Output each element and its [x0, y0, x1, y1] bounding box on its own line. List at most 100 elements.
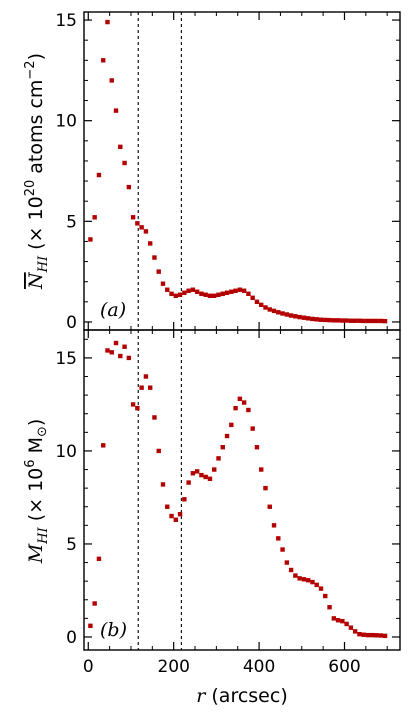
data-point	[327, 317, 332, 323]
data-point	[310, 579, 315, 585]
data-point	[165, 287, 170, 292]
y-axis-label-b-close: )	[25, 419, 47, 426]
data-point	[156, 269, 161, 274]
data-point	[370, 632, 375, 638]
data-point	[237, 287, 243, 292]
data-point	[105, 348, 110, 353]
data-point	[382, 633, 388, 639]
data-point	[105, 19, 110, 25]
data-point	[250, 295, 255, 300]
data-point	[284, 560, 290, 565]
data-point	[361, 318, 366, 324]
data-point	[92, 215, 97, 220]
panel-label-b: (b)	[100, 619, 127, 641]
data-point	[276, 310, 281, 315]
data-point	[340, 618, 345, 624]
data-point	[109, 78, 114, 83]
data-point	[147, 385, 153, 390]
data-point	[301, 315, 307, 320]
data-point	[118, 353, 123, 359]
data-point	[297, 576, 302, 581]
data-point	[101, 443, 106, 448]
data-point	[352, 318, 358, 323]
plot-frame-a	[83, 11, 401, 331]
data-point	[143, 374, 149, 379]
data-point	[190, 287, 196, 292]
data-point	[203, 292, 208, 297]
data-point	[101, 58, 106, 63]
reference-lines-b	[137, 330, 182, 650]
y-axis-label-b-subscript: HI	[36, 526, 51, 544]
data-point	[314, 582, 319, 588]
data-point	[276, 536, 281, 541]
data-point	[177, 292, 183, 297]
data-point	[284, 312, 290, 317]
data-point	[229, 289, 234, 294]
data-point	[212, 467, 217, 472]
data-point	[365, 318, 371, 324]
data-point	[241, 288, 247, 293]
y-axis-label-a-close: )	[25, 53, 47, 60]
data-point	[254, 445, 260, 450]
data-point	[310, 316, 315, 322]
data-point	[96, 556, 102, 562]
data-point	[177, 511, 183, 517]
data-point	[186, 480, 191, 485]
y-axis-label-b: MHI (× 106 M⊙)	[23, 419, 51, 565]
data-point	[280, 547, 285, 552]
data-point	[254, 299, 260, 305]
data-point	[96, 172, 102, 178]
data-point	[182, 497, 187, 502]
data-point	[109, 350, 114, 355]
data-point	[199, 472, 204, 478]
ticks-b: 0 5 10 15 0 200 400 600	[55, 330, 400, 677]
data-point	[224, 433, 230, 439]
data-point	[169, 291, 174, 296]
data-point	[323, 593, 328, 599]
y-axis-label-b-units-suffix: M	[25, 437, 47, 459]
data-point	[220, 291, 225, 296]
data-point	[122, 344, 127, 349]
data-point	[182, 290, 187, 295]
data-point	[207, 293, 213, 298]
data-point	[323, 317, 328, 323]
data-point	[113, 340, 119, 346]
x-tick-label: 200	[157, 657, 189, 677]
data-point	[165, 504, 170, 509]
data-point	[130, 215, 136, 220]
data-point	[173, 293, 179, 298]
data-point	[126, 184, 132, 190]
data-point	[314, 317, 319, 322]
data-point	[216, 456, 221, 461]
ticks-a: 0 5 10 15	[55, 11, 400, 333]
data-point	[331, 318, 337, 323]
data-point	[280, 311, 285, 316]
data-point	[293, 573, 298, 578]
y-axis-label-a-units-prefix: (× 10	[25, 196, 47, 256]
data-point	[348, 318, 354, 323]
data-point	[374, 318, 379, 324]
data-point	[92, 601, 97, 606]
data-point	[135, 405, 140, 411]
y-axis-label-a-units-suffix: atoms cm	[25, 80, 47, 180]
data-point	[250, 426, 255, 431]
data-point	[297, 314, 302, 320]
data-point	[173, 517, 179, 522]
data-point	[267, 504, 272, 509]
data-point	[207, 476, 213, 482]
x-axis-label: r (arcsec)	[196, 685, 287, 707]
data-point	[233, 288, 238, 293]
data-points-a	[88, 19, 388, 324]
data-point	[246, 291, 251, 296]
x-tick-label: 400	[243, 657, 275, 677]
y-tick-label: 0	[66, 628, 77, 648]
data-point	[263, 305, 268, 310]
y-axis-label-b-sun: ⊙	[35, 426, 50, 437]
data-point	[199, 291, 204, 296]
y-tick-label: 5	[66, 212, 77, 232]
data-point	[139, 225, 144, 230]
x-tick-label: 0	[83, 657, 94, 677]
data-point	[352, 629, 358, 634]
data-point	[156, 448, 161, 454]
